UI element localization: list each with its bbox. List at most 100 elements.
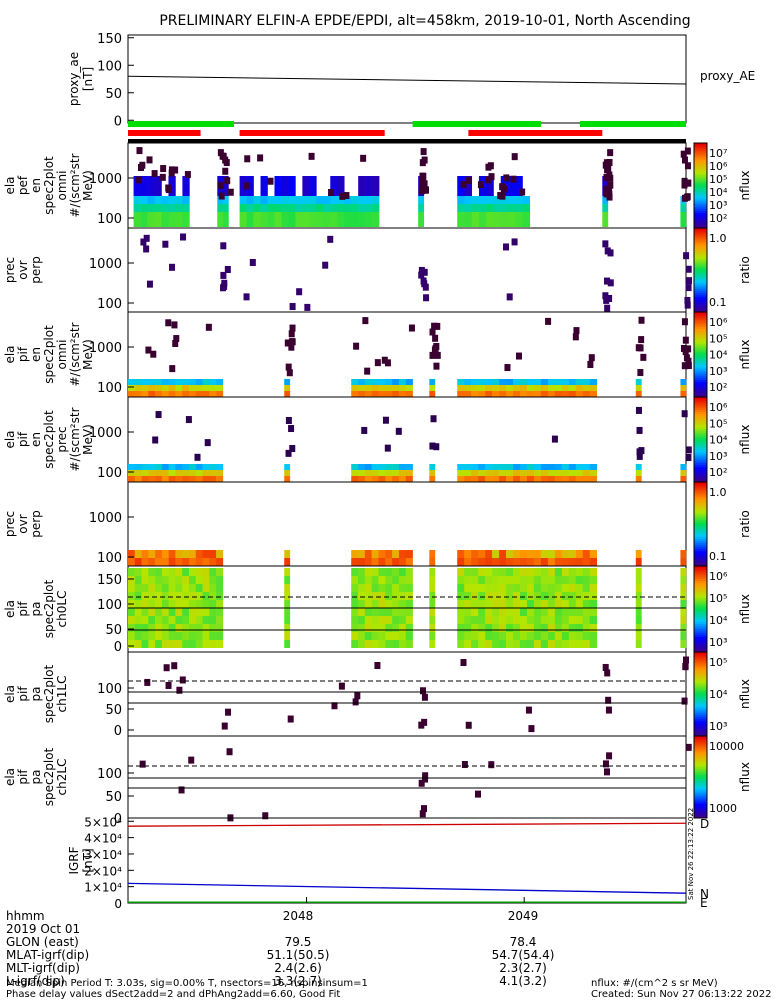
ela_pif_pa_spec2plot_ch0LC-cell bbox=[175, 616, 183, 624]
ela_pif_en_spec2plot_prec-cell bbox=[175, 464, 183, 470]
ela_pif_en_spec2plot_omni-cell bbox=[188, 385, 197, 391]
ela_pef_en_spec2plot_omni-cell bbox=[464, 212, 473, 227]
ela_pif_en_spec2plot_prec-cell bbox=[285, 417, 292, 425]
ela_pif_en_spec2plot_omni-cell bbox=[284, 339, 291, 347]
ela_pif_pa_spec2plot_ch0LC-cell bbox=[155, 592, 163, 600]
ela_pif_en_spec2plot_prec-cell bbox=[478, 476, 486, 482]
prec_ovr_perp_ion-ytick: 100 bbox=[97, 551, 122, 566]
ela_pif_en_spec2plot_prec-cell bbox=[209, 470, 217, 476]
colorbar-cell bbox=[694, 685, 707, 689]
ela_pif_pa_spec2plot_ch1LC-cell bbox=[338, 682, 345, 690]
ela_pef_en_spec2plot_omni-cell bbox=[606, 193, 613, 201]
ela_pif_pa_spec2plot_ch0LC-cell bbox=[284, 568, 291, 576]
ela_pif_pa_spec2plot_ch0LC-cell bbox=[398, 640, 407, 648]
ela_pif_pa_spec2plot_ch0LC-cell bbox=[526, 592, 535, 600]
ela_pif_en_spec2plot_prec-cell bbox=[392, 470, 400, 476]
colorbar-cell bbox=[694, 399, 707, 402]
prec_ovr_perp_electron-cell bbox=[169, 263, 176, 271]
ela_pif_en_spec2plot_omni-cell bbox=[134, 379, 142, 385]
ela_pif_pa_spec2plot_ch2LC-cell bbox=[418, 779, 425, 787]
ela_pif_en_spec2plot_prec-cell bbox=[513, 470, 521, 476]
ela_pef_en_spec2plot_omni-ytick: 1000 bbox=[89, 172, 122, 187]
ela_pif_pa_spec2plot_ch0LC-cell bbox=[405, 632, 413, 640]
ela_pif_en_spec2plot_omni-cell bbox=[209, 379, 217, 385]
ela_pef_en_spec2plot_omni-cell bbox=[316, 212, 324, 227]
colorbar-title: nflux bbox=[738, 171, 752, 201]
ela_pif_pa_spec2plot_ch0LC-cell bbox=[364, 632, 372, 640]
ela_pef_en_spec2plot_omni-cell bbox=[274, 204, 282, 212]
ela_pif_en_spec2plot_omni-cell bbox=[572, 333, 579, 341]
ela_pif_pa_spec2plot_ch0LC-cell bbox=[351, 616, 359, 624]
ela_pef_en_spec2plot_omni-cell bbox=[295, 204, 303, 212]
ela_pif_en_spec2plot_prec-cell bbox=[284, 476, 291, 482]
ela_pif_pa_spec2plot_ch0LC-cell bbox=[680, 576, 687, 584]
prec_ovr_perp_ion-cell bbox=[358, 550, 366, 558]
ela_pif_pa_spec2plot_ch0LC-cell bbox=[526, 576, 535, 584]
ela_pif_pa_spec2plot_ch1LC-cell bbox=[419, 687, 426, 695]
colorbar-cell bbox=[694, 772, 707, 776]
ela_pif_en_spec2plot_omni-cell bbox=[161, 391, 169, 397]
ela_pif_en_spec2plot_prec-cell bbox=[638, 447, 645, 455]
ela_pif_pa_spec2plot_ch0LC-cell bbox=[499, 608, 507, 616]
ela_pif_pa_spec2plot_ch0LC-cell bbox=[478, 584, 486, 592]
ela_pef_en_spec2plot_omni-cell bbox=[140, 212, 148, 227]
colorbar-cell bbox=[694, 240, 707, 244]
ela_pif_en_spec2plot_prec-cell bbox=[398, 470, 407, 476]
colorbar-cell bbox=[694, 202, 707, 206]
ela_pif_en_spec2plot_prec-cell bbox=[288, 425, 295, 433]
ela_pif_pa_spec2plot_ch0LC-cell bbox=[364, 640, 372, 648]
prec_ovr_perp_electron-ytick: 100 bbox=[97, 297, 122, 312]
ela_pif_en_spec2plot_prec-cell bbox=[398, 464, 407, 470]
colorbar-cell bbox=[694, 172, 707, 176]
ela_pif_en_spec2plot_prec-cell bbox=[395, 427, 402, 435]
ela_pif_pa_spec2plot_ch0LC-cell bbox=[216, 576, 224, 584]
ela_pif_en_spec2plot_prec-cell bbox=[392, 476, 400, 482]
ela_pef_en_spec2plot_omni-cell bbox=[507, 204, 516, 212]
ela_pif_en_spec2plot_omni-cell bbox=[168, 379, 176, 385]
ela_pif_en_spec2plot_prec-cell bbox=[429, 464, 436, 470]
ela_pif_pa_spec2plot_ch0LC-cell bbox=[284, 632, 291, 640]
panel-ylabel-word: pif bbox=[16, 601, 30, 617]
ela_pif_en_spec2plot_prec-cell bbox=[471, 476, 479, 482]
prec_ovr_perp_electron-cell bbox=[607, 249, 614, 257]
prec_ovr_perp_ion-cell bbox=[128, 558, 136, 566]
ela_pif_pa_spec2plot_ch0LC-cell bbox=[457, 608, 465, 616]
ela_pif_pa_spec2plot_ch1LC-cell bbox=[144, 678, 151, 686]
ela_pif_en_spec2plot_omni-cell bbox=[134, 391, 142, 397]
ela_pif_pa_spec2plot_ch0LC-cell bbox=[398, 568, 407, 576]
ela_pif_pa_spec2plot_ch1LC-cell bbox=[602, 663, 609, 671]
ela_pif_en_spec2plot_omni-cell bbox=[150, 350, 157, 358]
ela_pif_en_spec2plot_omni-cell bbox=[429, 351, 436, 359]
footer-nflux-units: nflux: #/(cm^2 s sr MeV) bbox=[591, 978, 718, 989]
ela_pif_en_spec2plot_prec-cell bbox=[540, 476, 549, 482]
ela_pif_pa_spec2plot_ch0LC-cell bbox=[175, 608, 183, 616]
ela_pif_pa_spec2plot_ch0LC-ytick: 150 bbox=[97, 573, 122, 588]
colorbar-cell bbox=[694, 694, 707, 697]
ela_pef_en_spec2plot_omni-cell bbox=[337, 204, 345, 212]
ela_pif_pa_spec2plot_ch0LC-cell bbox=[540, 608, 549, 616]
panel-ylabel-word: pif bbox=[16, 769, 30, 785]
ela_pif_pa_spec2plot_ch1LC-cell bbox=[465, 721, 472, 729]
ela_pef_en_spec2plot_omni-cell bbox=[218, 181, 225, 189]
colorbar-cell bbox=[694, 261, 707, 265]
prec_ovr_perp_ion-cell bbox=[134, 558, 142, 566]
ela_pif_en_spec2plot_prec-cell bbox=[141, 470, 149, 476]
ela_pif_pa_spec2plot_ch0LC-cell bbox=[540, 616, 549, 624]
ela_pif_pa_spec2plot_ch0LC-cell bbox=[568, 568, 577, 576]
ela_pif_pa_spec2plot_ch1LC-cell bbox=[374, 662, 381, 670]
colorbar-cell bbox=[694, 611, 707, 614]
ela_pef_en_spec2plot_omni-cell bbox=[422, 186, 429, 194]
ela_pif_en_spec2plot_prec-cell bbox=[685, 446, 692, 454]
ela_pif_en_spec2plot_omni-cell bbox=[492, 385, 500, 391]
ela_pef_en_spec2plot_omni-cell bbox=[133, 196, 141, 204]
colorbar-cell bbox=[694, 384, 707, 387]
ela_pif_en_spec2plot_omni-cell bbox=[561, 391, 570, 397]
ela_pif_en_spec2plot_omni-cell bbox=[182, 379, 190, 385]
ela_pif_pa_spec2plot_ch0LC-cell bbox=[582, 592, 591, 600]
ela_pif_pa_spec2plot_ch0LC-cell bbox=[378, 576, 386, 584]
ela_pef_en_spec2plot_omni-cell bbox=[139, 161, 146, 169]
ela_pif_pa_spec2plot_ch0LC-cell bbox=[392, 600, 400, 608]
ela_pef_en_spec2plot_omni-cell bbox=[351, 196, 359, 204]
